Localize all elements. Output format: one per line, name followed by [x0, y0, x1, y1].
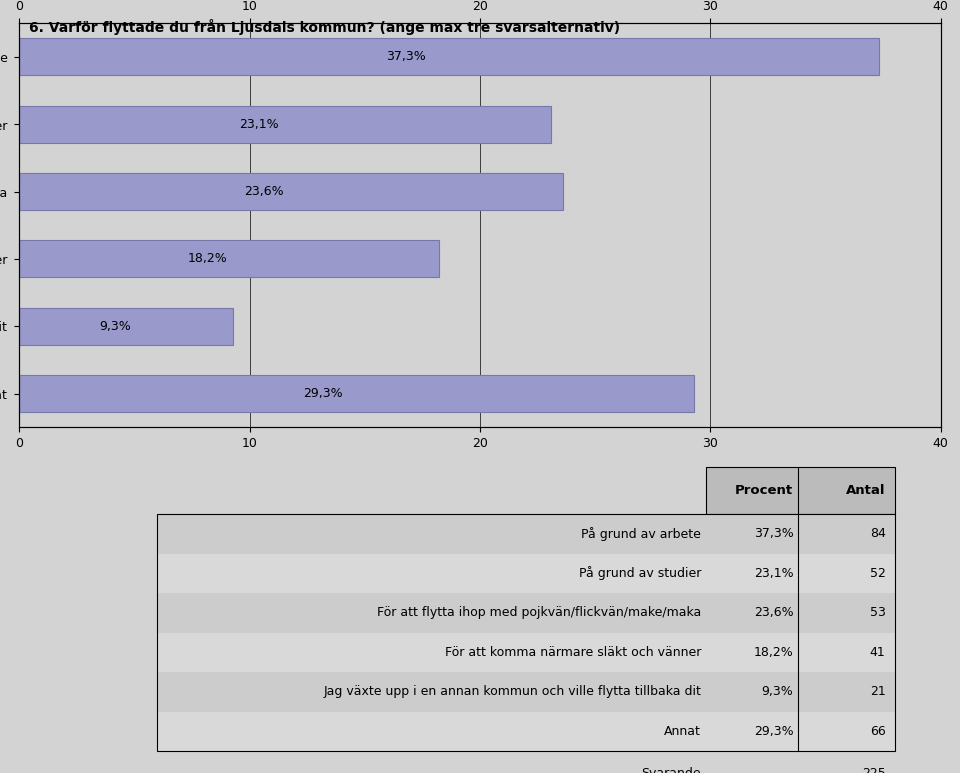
Text: 37,3%: 37,3%: [754, 527, 793, 540]
Bar: [19, 375, 694, 412]
Text: 9,3%: 9,3%: [761, 686, 793, 699]
Text: 84: 84: [870, 527, 885, 540]
Bar: [157, 712, 895, 751]
Text: 23,6%: 23,6%: [754, 606, 793, 619]
Text: 6. Varför flyttade du från Ljusdals kommun? (ange max tre svarsalternativ): 6. Varför flyttade du från Ljusdals komm…: [29, 19, 620, 36]
Bar: [706, 467, 895, 514]
Text: På grund av studier: På grund av studier: [579, 567, 701, 581]
Text: 21: 21: [870, 686, 885, 699]
Text: Svarande: Svarande: [641, 767, 701, 773]
Text: För att komma närmare släkt och vänner: För att komma närmare släkt och vänner: [444, 646, 701, 659]
Bar: [157, 514, 895, 751]
Bar: [19, 308, 233, 345]
Text: Jag växte upp i en annan kommun och ville flytta tillbaka dit: Jag växte upp i en annan kommun och vill…: [324, 686, 701, 699]
Bar: [157, 593, 895, 632]
Text: 66: 66: [870, 725, 885, 738]
Bar: [157, 553, 895, 593]
Text: 37,3%: 37,3%: [386, 50, 426, 63]
Bar: [157, 673, 895, 712]
Text: På grund av arbete: På grund av arbete: [582, 526, 701, 541]
Text: 29,3%: 29,3%: [303, 387, 343, 400]
Text: 225: 225: [862, 767, 885, 773]
Text: Annat: Annat: [664, 725, 701, 738]
Text: 41: 41: [870, 646, 885, 659]
Text: Antal: Antal: [846, 484, 885, 497]
Text: 53: 53: [870, 606, 885, 619]
Text: Procent: Procent: [735, 484, 793, 497]
Bar: [19, 240, 439, 278]
Text: 9,3%: 9,3%: [100, 320, 132, 333]
Text: 29,3%: 29,3%: [754, 725, 793, 738]
Bar: [19, 39, 878, 76]
Text: För att flytta ihop med pojkvän/flickvän/make/maka: För att flytta ihop med pojkvän/flickvän…: [377, 606, 701, 619]
Bar: [157, 514, 895, 553]
Bar: [19, 173, 563, 210]
Text: 18,2%: 18,2%: [188, 253, 228, 265]
Text: 18,2%: 18,2%: [754, 646, 793, 659]
Text: 52: 52: [870, 567, 885, 580]
Text: 23,6%: 23,6%: [244, 185, 284, 198]
Bar: [19, 106, 551, 143]
Text: 23,1%: 23,1%: [239, 117, 278, 131]
Text: 23,1%: 23,1%: [754, 567, 793, 580]
Bar: [157, 632, 895, 673]
